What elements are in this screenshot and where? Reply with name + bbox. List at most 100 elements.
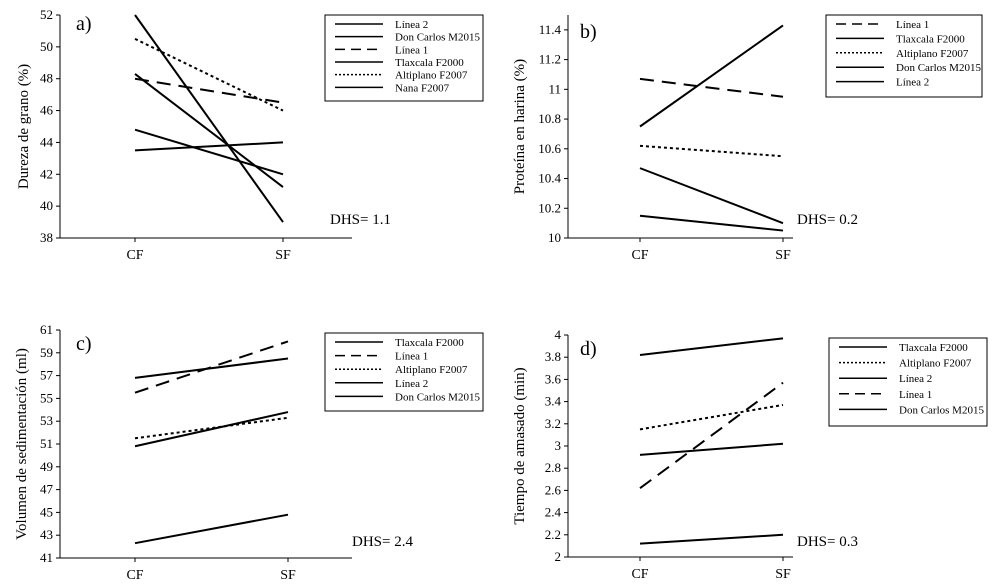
y-tick-label: 10.6 bbox=[538, 141, 561, 156]
series-line bbox=[639, 403, 784, 431]
y-tick-label: 2.4 bbox=[545, 505, 562, 520]
legend-label: Altiplano F2007 bbox=[395, 364, 468, 376]
y-tick-label: 49 bbox=[40, 459, 53, 474]
series-line bbox=[134, 411, 289, 448]
dhs-annotation: DHS= 0.2 bbox=[797, 212, 858, 228]
y-tick-label: 11 bbox=[548, 81, 561, 96]
y-tick-label: 11.4 bbox=[539, 22, 562, 37]
y-tick-label: 10.8 bbox=[538, 111, 561, 126]
dhs-annotation: DHS= 1.1 bbox=[330, 212, 391, 228]
legend-label: Altiplano F2007 bbox=[395, 70, 468, 82]
legend-label: Nana F2007 bbox=[395, 82, 450, 94]
legend-label: Línea 1 bbox=[395, 44, 428, 56]
series-line bbox=[639, 442, 784, 456]
y-tick-label: 10.2 bbox=[538, 200, 561, 215]
series-line bbox=[639, 24, 784, 128]
y-tick-label: 44 bbox=[40, 134, 54, 149]
x-tick-label: SF bbox=[775, 248, 791, 263]
legend-label: Línea 2 bbox=[899, 373, 932, 385]
series-line bbox=[134, 128, 284, 176]
series-line bbox=[639, 144, 784, 158]
y-tick-label: 2 bbox=[555, 549, 562, 564]
series-line bbox=[134, 77, 284, 104]
series-line bbox=[134, 416, 289, 440]
legend-label: Línea 2 bbox=[395, 19, 428, 31]
chart-panel-2: 10 10.2 10.4 10.6 10.8 11 11.2 11.4 CF SF Proteína… bbox=[512, 14, 983, 263]
y-tick-label: 45 bbox=[40, 504, 53, 519]
y-tick-label: 4 bbox=[555, 327, 562, 342]
y-tick-label: 53 bbox=[40, 413, 53, 428]
legend-label: Altiplano F2007 bbox=[896, 48, 969, 60]
legend-label: Línea 1 bbox=[896, 19, 929, 31]
series-line bbox=[639, 533, 784, 545]
y-tick-label: 3.6 bbox=[545, 371, 562, 386]
y-tick-label: 3.8 bbox=[545, 349, 561, 364]
y-tick-label: 41 bbox=[40, 550, 53, 565]
panel-label: b) bbox=[580, 21, 597, 43]
y-tick-label: 38 bbox=[40, 230, 53, 245]
series-line bbox=[134, 73, 284, 188]
x-tick-label: SF bbox=[275, 248, 291, 263]
y-tick-label: 3.2 bbox=[545, 416, 561, 431]
series-line bbox=[639, 77, 784, 98]
legend-label: Tlaxcala F2000 bbox=[899, 342, 968, 354]
y-tick-label: 59 bbox=[40, 345, 53, 360]
series-line bbox=[134, 37, 284, 112]
series-line bbox=[639, 214, 784, 232]
y-tick-label: 42 bbox=[40, 166, 53, 181]
series-line bbox=[639, 381, 784, 489]
panel-label: d) bbox=[580, 338, 597, 360]
y-tick-label: 10 bbox=[548, 230, 561, 245]
y-tick-label: 3 bbox=[555, 438, 562, 453]
y-tick-label: 55 bbox=[40, 390, 53, 405]
y-tick-label: 11.2 bbox=[539, 52, 561, 67]
series-line bbox=[134, 141, 284, 152]
x-tick-label: CF bbox=[631, 567, 648, 582]
x-tick-label: SF bbox=[775, 567, 791, 582]
dhs-annotation: DHS= 2.4 bbox=[352, 534, 413, 550]
x-tick-label: CF bbox=[126, 568, 143, 583]
legend: Línea 1 Tlaxcala F2000 Altiplano F2007 Don … bbox=[825, 14, 983, 98]
y-axis-title: Dureza de grano (%) bbox=[16, 64, 32, 189]
y-tick-label: 52 bbox=[40, 7, 53, 22]
legend-label: Línea 2 bbox=[896, 77, 929, 89]
series-line bbox=[639, 167, 784, 225]
legend-label: Línea 1 bbox=[395, 351, 428, 363]
series-line bbox=[134, 340, 289, 394]
legend-label: Tlaxcala F2000 bbox=[395, 57, 464, 69]
y-axis-title: Tiempo de amasado (min) bbox=[512, 367, 528, 524]
legend-label: Don Carlos M2015 bbox=[896, 62, 981, 74]
y-axis-title: Volumen de sedimentación (ml) bbox=[14, 348, 30, 540]
x-tick-label: SF bbox=[280, 568, 296, 583]
y-tick-label: 57 bbox=[40, 368, 54, 383]
y-tick-label: 2.8 bbox=[545, 460, 561, 475]
legend-box bbox=[825, 14, 983, 98]
y-tick-label: 3.4 bbox=[545, 394, 562, 409]
legend-label: Altiplano F2007 bbox=[899, 358, 972, 370]
legend-box bbox=[324, 332, 484, 412]
x-tick-label: CF bbox=[631, 248, 648, 263]
legend-label: Don Carlos M2015 bbox=[899, 404, 984, 416]
y-axis-title: Proteína en harina (%) bbox=[512, 59, 528, 194]
y-tick-label: 50 bbox=[40, 39, 53, 54]
y-tick-label: 51 bbox=[40, 436, 53, 451]
legend-label: Tlaxcala F2000 bbox=[896, 33, 965, 45]
series-line bbox=[134, 513, 289, 545]
x-tick-label: CF bbox=[126, 248, 143, 263]
y-tick-label: 61 bbox=[40, 322, 53, 337]
dhs-annotation: DHS= 0.3 bbox=[797, 534, 858, 550]
legend-label: Don Carlos M2015 bbox=[395, 391, 480, 403]
legend-label: Línea 2 bbox=[395, 378, 428, 390]
y-tick-label: 2.6 bbox=[545, 482, 562, 497]
series-line bbox=[639, 337, 784, 356]
panel-label: a) bbox=[76, 13, 92, 35]
legend-label: Línea 1 bbox=[899, 389, 932, 401]
chart-panel-3: 41 43 45 47 49 51 53 55 57 59 61 CF SF Volumen de sed… bbox=[14, 322, 484, 583]
chart-panel-4: 2 2.2 2.4 2.6 2.8 3 3.2 3.4 3.6 3.8 4 CF SF Tiempo de… bbox=[512, 327, 988, 582]
series-line bbox=[134, 357, 289, 379]
y-tick-label: 40 bbox=[40, 198, 53, 213]
legend-box bbox=[828, 337, 988, 427]
